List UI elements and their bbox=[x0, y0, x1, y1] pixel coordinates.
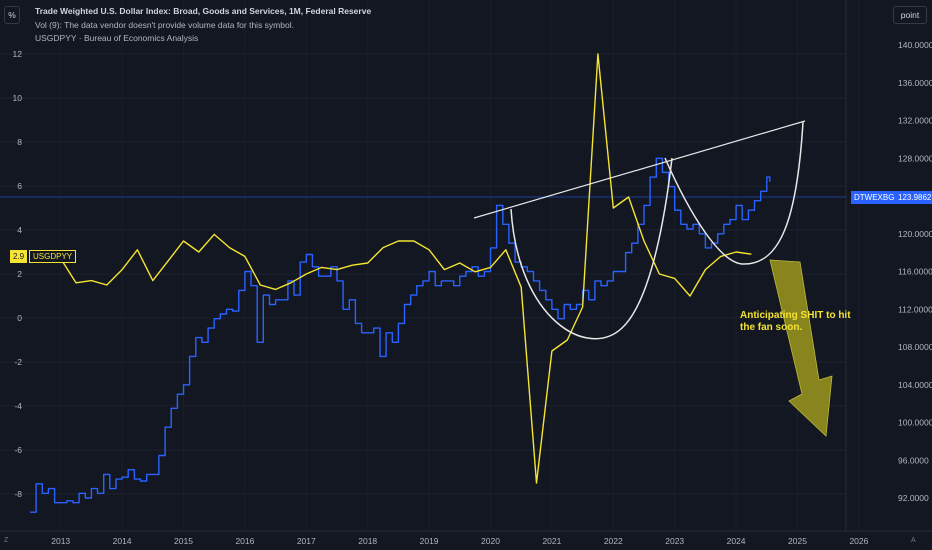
dtw-value-tag: 123.9862 bbox=[895, 191, 932, 204]
right-tick-label: 100.0000 bbox=[898, 418, 932, 428]
x-tick-label: 2020 bbox=[481, 536, 500, 546]
drawings[interactable] bbox=[473, 120, 833, 437]
left-tick-label: -2 bbox=[14, 357, 22, 367]
chart-annotation[interactable]: Anticipating SHIT to hit the fan soon. bbox=[740, 310, 851, 333]
right-tick-label: 112.0000 bbox=[898, 304, 932, 314]
left-tick-label: 12 bbox=[13, 49, 23, 59]
x-tick-label: 2013 bbox=[51, 536, 70, 546]
cup-curve-right[interactable] bbox=[664, 121, 804, 265]
time-axis: 2013 2014 2015 2016 2017 2018 2019 2020 2021 2022… bbox=[51, 536, 868, 546]
point-scale-button[interactable]: point bbox=[893, 6, 927, 24]
corner-right-label[interactable]: A bbox=[911, 537, 916, 544]
right-tick-label: 132.0000 bbox=[898, 116, 932, 126]
x-tick-label: 2014 bbox=[113, 536, 132, 546]
overlay-symbol[interactable]: USGDPYY · Bureau of Economics Analysis bbox=[35, 33, 199, 43]
cup-curve-left[interactable] bbox=[510, 157, 673, 340]
series-usgdpyy[interactable] bbox=[29, 53, 752, 484]
left-tick-label: 4 bbox=[17, 225, 22, 235]
usgdp-value-tag: 2.9 bbox=[10, 250, 28, 263]
trend-line[interactable] bbox=[473, 120, 806, 219]
x-tick-label: 2024 bbox=[727, 536, 746, 546]
x-tick-label: 2022 bbox=[604, 536, 623, 546]
left-tick-label: 8 bbox=[17, 137, 22, 147]
x-tick-label: 2015 bbox=[174, 536, 193, 546]
left-tick-label: 6 bbox=[17, 181, 22, 191]
x-tick-label: 2018 bbox=[358, 536, 377, 546]
right-tick-label: 104.0000 bbox=[898, 380, 932, 390]
series-dtwexbgs[interactable] bbox=[30, 157, 771, 513]
right-tick-label: 108.0000 bbox=[898, 342, 932, 352]
x-tick-label: 2023 bbox=[665, 536, 684, 546]
x-tick-label: 2016 bbox=[235, 536, 254, 546]
right-tick-label: 96.0000 bbox=[898, 455, 929, 465]
down-arrow[interactable] bbox=[769, 259, 833, 437]
left-tick-label: 2 bbox=[17, 269, 22, 279]
right-axis: 140.0000136.0000132.0000128.0000124.0000… bbox=[898, 40, 932, 503]
left-tick-label: 0 bbox=[17, 313, 22, 323]
right-tick-label: 92.0000 bbox=[898, 493, 929, 503]
usgdp-name-tag: USGDPYY bbox=[29, 250, 77, 263]
chart-title: Trade Weighted U.S. Dollar Index: Broad,… bbox=[35, 6, 372, 16]
volume-note: Vol (9): The data vendor doesn't provide… bbox=[35, 20, 294, 30]
left-tick-label: -4 bbox=[14, 401, 22, 411]
left-tick-label: -6 bbox=[14, 445, 22, 455]
x-tick-label: 2019 bbox=[420, 536, 439, 546]
right-tick-label: 140.0000 bbox=[898, 40, 932, 50]
percent-scale-button[interactable]: % bbox=[4, 6, 20, 24]
x-tick-label: 2026 bbox=[849, 536, 868, 546]
left-axis: 12 10 8 6 4 2 0 -2 -4 -6 -8 bbox=[13, 49, 23, 499]
left-tick-label: 10 bbox=[13, 93, 23, 103]
x-tick-label: 2021 bbox=[542, 536, 561, 546]
right-tick-label: 120.0000 bbox=[898, 229, 932, 239]
right-tick-label: 128.0000 bbox=[898, 153, 932, 163]
right-tick-label: 136.0000 bbox=[898, 78, 932, 88]
right-tick-label: 116.0000 bbox=[898, 267, 932, 277]
dtw-name-tag: DTWEXBGS bbox=[851, 191, 903, 204]
x-tick-label: 2025 bbox=[788, 536, 807, 546]
corner-left-label: Z bbox=[4, 537, 9, 544]
x-tick-label: 2017 bbox=[297, 536, 316, 546]
left-tick-label: -8 bbox=[14, 489, 22, 499]
